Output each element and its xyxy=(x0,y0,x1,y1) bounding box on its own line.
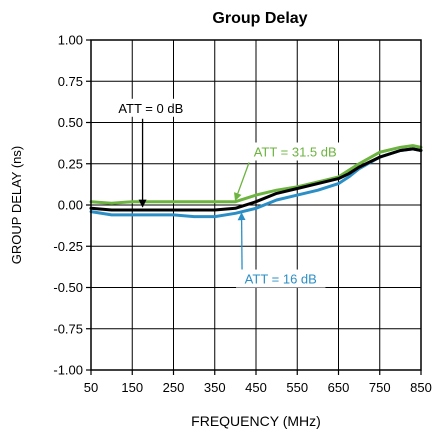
y-axis-label: GROUP DELAY (ns) xyxy=(9,146,24,264)
y-tick-label: 0.00 xyxy=(58,198,83,213)
axis-ticks: 50 150 250 350 450 550 650 750 850 1.00 0.75 0.50 0.… xyxy=(53,33,431,396)
annotation-label-2: ATT = 16 dB xyxy=(245,272,317,287)
x-tick-label: 850 xyxy=(410,380,432,395)
x-tick-label: 250 xyxy=(163,380,185,395)
series-layer xyxy=(89,144,423,219)
x-axis-label: FREQUENCY (MHz) xyxy=(191,413,321,429)
annotation-label-1: ATT = 31.5 dB xyxy=(254,145,337,160)
x-tick-label: 350 xyxy=(204,380,226,395)
x-tick-label: 750 xyxy=(369,380,391,395)
annotations: ATT = 0 dB ATT = 31.5 dB ATT = 16 dB xyxy=(109,98,348,288)
y-tick-label: 0.25 xyxy=(58,156,83,171)
x-tick-label: 650 xyxy=(328,380,350,395)
series-line-0 xyxy=(89,147,423,212)
x-tick-label: 450 xyxy=(245,380,267,395)
y-tick-label: -0.75 xyxy=(53,321,83,336)
annotation-label-bg-0 xyxy=(109,98,192,117)
annotation-label-bg-1 xyxy=(243,142,348,161)
y-tick-label: -0.50 xyxy=(53,280,83,295)
grid xyxy=(91,40,421,370)
annotation-label-0: ATT = 0 dB xyxy=(118,101,183,116)
y-tick-label: -0.25 xyxy=(53,239,83,254)
annotation-arrow-1 xyxy=(234,162,250,201)
y-tick-label: 1.00 xyxy=(58,33,83,48)
x-tick-label: 150 xyxy=(121,380,143,395)
chart-title: Group Delay xyxy=(212,10,307,27)
x-tick-label: 50 xyxy=(84,380,98,395)
y-tick-label: 0.75 xyxy=(58,74,83,89)
x-tick-label: 550 xyxy=(286,380,308,395)
series-line-1 xyxy=(89,144,423,205)
y-tick-label: 0.50 xyxy=(58,115,83,130)
y-tick-label: -1.00 xyxy=(53,363,83,378)
annotation-label-bg-2 xyxy=(236,269,326,288)
